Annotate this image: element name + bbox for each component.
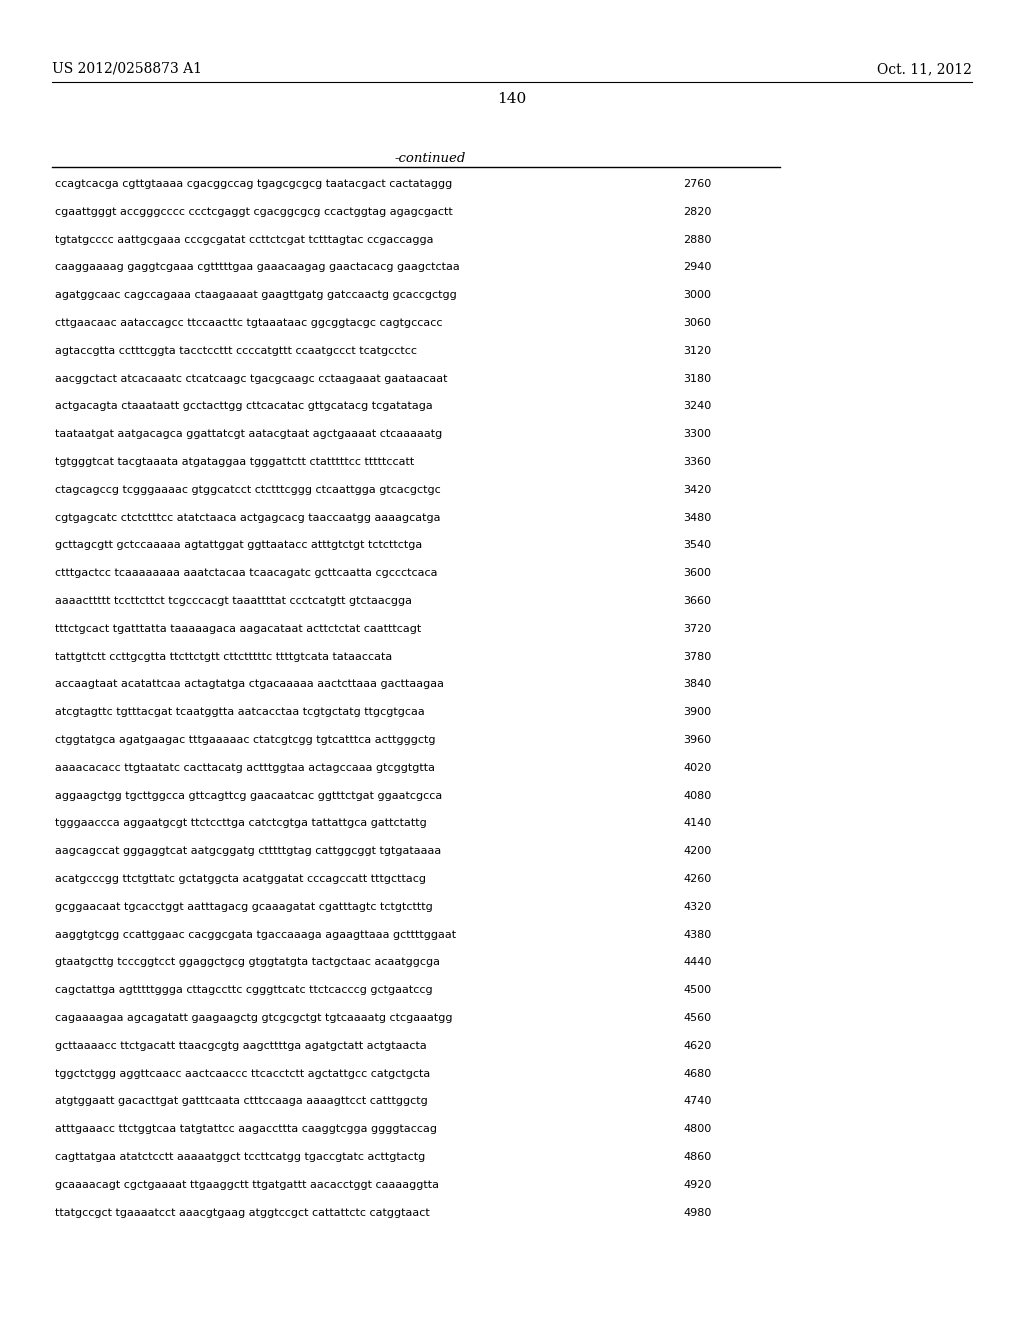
Text: 4080: 4080	[683, 791, 712, 801]
Text: 2880: 2880	[683, 235, 712, 244]
Text: atttgaaacc ttctggtcaa tatgtattcc aagaccttta caaggtcgga ggggtaccag: atttgaaacc ttctggtcaa tatgtattcc aagacct…	[55, 1125, 437, 1134]
Text: ctagcagccg tcgggaaaac gtggcatcct ctctttcggg ctcaattgga gtcacgctgc: ctagcagccg tcgggaaaac gtggcatcct ctctttc…	[55, 484, 440, 495]
Text: ctggtatgca agatgaagac tttgaaaaac ctatcgtcgg tgtcatttca acttgggctg: ctggtatgca agatgaagac tttgaaaaac ctatcgt…	[55, 735, 435, 744]
Text: agatggcaac cagccagaaa ctaagaaaat gaagttgatg gatccaactg gcaccgctgg: agatggcaac cagccagaaa ctaagaaaat gaagttg…	[55, 290, 457, 300]
Text: accaagtaat acatattcaa actagtatga ctgacaaaaa aactcttaaa gacttaagaa: accaagtaat acatattcaa actagtatga ctgacaa…	[55, 680, 444, 689]
Text: cagctattga agtttttggga cttagccttc cgggttcatc ttctcacccg gctgaatccg: cagctattga agtttttggga cttagccttc cgggtt…	[55, 985, 432, 995]
Text: actgacagta ctaaataatt gcctacttgg cttcacatac gttgcatacg tcgatataga: actgacagta ctaaataatt gcctacttgg cttcaca…	[55, 401, 433, 412]
Text: gcttagcgtt gctccaaaaa agtattggat ggttaatacc atttgtctgt tctcttctga: gcttagcgtt gctccaaaaa agtattggat ggttaat…	[55, 540, 422, 550]
Text: taataatgat aatgacagca ggattatcgt aatacgtaat agctgaaaat ctcaaaaatg: taataatgat aatgacagca ggattatcgt aatacgt…	[55, 429, 442, 440]
Text: 3720: 3720	[683, 624, 712, 634]
Text: 4680: 4680	[683, 1069, 712, 1078]
Text: 4320: 4320	[683, 902, 712, 912]
Text: 3900: 3900	[683, 708, 711, 717]
Text: 4140: 4140	[683, 818, 712, 829]
Text: aacggctact atcacaaatc ctcatcaagc tgacgcaagc cctaagaaat gaataacaat: aacggctact atcacaaatc ctcatcaagc tgacgca…	[55, 374, 447, 384]
Text: 2940: 2940	[683, 263, 712, 272]
Text: 4860: 4860	[683, 1152, 712, 1162]
Text: 4200: 4200	[683, 846, 712, 857]
Text: tggctctggg aggttcaacc aactcaaccc ttcacctctt agctattgcc catgctgcta: tggctctggg aggttcaacc aactcaaccc ttcacct…	[55, 1069, 430, 1078]
Text: gtaatgcttg tcccggtcct ggaggctgcg gtggtatgta tactgctaac acaatggcga: gtaatgcttg tcccggtcct ggaggctgcg gtggtat…	[55, 957, 440, 968]
Text: 4620: 4620	[683, 1040, 712, 1051]
Text: 3180: 3180	[683, 374, 711, 384]
Text: atgtggaatt gacacttgat gatttcaata ctttccaaga aaaagttcct catttggctg: atgtggaatt gacacttgat gatttcaata ctttcca…	[55, 1097, 428, 1106]
Text: tgggaaccca aggaatgcgt ttctccttga catctcgtga tattattgca gattctattg: tgggaaccca aggaatgcgt ttctccttga catctcg…	[55, 818, 427, 829]
Text: aaaacttttt tccttcttct tcgcccacgt taaattttat ccctcatgtt gtctaacgga: aaaacttttt tccttcttct tcgcccacgt taaattt…	[55, 597, 412, 606]
Text: 4920: 4920	[683, 1180, 712, 1189]
Text: 3480: 3480	[683, 512, 712, 523]
Text: 3060: 3060	[683, 318, 711, 327]
Text: US 2012/0258873 A1: US 2012/0258873 A1	[52, 62, 202, 77]
Text: 3840: 3840	[683, 680, 712, 689]
Text: 3600: 3600	[683, 568, 711, 578]
Text: gcggaacaat tgcacctggt aatttagacg gcaaagatat cgatttagtc tctgtctttg: gcggaacaat tgcacctggt aatttagacg gcaaaga…	[55, 902, 433, 912]
Text: 3960: 3960	[683, 735, 711, 744]
Text: 4980: 4980	[683, 1208, 712, 1217]
Text: ttatgccgct tgaaaatcct aaacgtgaag atggtccgct cattattctc catggtaact: ttatgccgct tgaaaatcct aaacgtgaag atggtcc…	[55, 1208, 430, 1217]
Text: cttgaacaac aataccagcc ttccaacttc tgtaaataac ggcggtacgc cagtgccacc: cttgaacaac aataccagcc ttccaacttc tgtaaat…	[55, 318, 442, 327]
Text: acatgcccgg ttctgttatc gctatggcta acatggatat cccagccatt tttgcttacg: acatgcccgg ttctgttatc gctatggcta acatgga…	[55, 874, 426, 884]
Text: 4740: 4740	[683, 1097, 712, 1106]
Text: gcaaaacagt cgctgaaaat ttgaaggctt ttgatgattt aacacctggt caaaaggtta: gcaaaacagt cgctgaaaat ttgaaggctt ttgatga…	[55, 1180, 439, 1189]
Text: 2820: 2820	[683, 207, 712, 216]
Text: aaggtgtcgg ccattggaac cacggcgata tgaccaaaga agaagttaaa gcttttggaat: aaggtgtcgg ccattggaac cacggcgata tgaccaa…	[55, 929, 456, 940]
Text: 3300: 3300	[683, 429, 711, 440]
Text: 4260: 4260	[683, 874, 712, 884]
Text: tttctgcact tgatttatta taaaaagaca aagacataat acttctctat caatttcagt: tttctgcact tgatttatta taaaaagaca aagacat…	[55, 624, 421, 634]
Text: tgtgggtcat tacgtaaata atgataggaa tgggattctt ctatttttcc tttttccatt: tgtgggtcat tacgtaaata atgataggaa tgggatt…	[55, 457, 415, 467]
Text: Oct. 11, 2012: Oct. 11, 2012	[878, 62, 972, 77]
Text: cgtgagcatc ctctctttcc atatctaaca actgagcacg taaccaatgg aaaagcatga: cgtgagcatc ctctctttcc atatctaaca actgagc…	[55, 512, 440, 523]
Text: tgtatgcccc aattgcgaaa cccgcgatat ccttctcgat tctttagtac ccgaccagga: tgtatgcccc aattgcgaaa cccgcgatat ccttctc…	[55, 235, 433, 244]
Text: caaggaaaag gaggtcgaaa cgtttttgaa gaaacaagag gaactacacg gaagctctaa: caaggaaaag gaggtcgaaa cgtttttgaa gaaacaa…	[55, 263, 460, 272]
Text: ccagtcacga cgttgtaaaa cgacggccag tgagcgcgcg taatacgact cactataggg: ccagtcacga cgttgtaaaa cgacggccag tgagcgc…	[55, 180, 453, 189]
Text: 3360: 3360	[683, 457, 711, 467]
Text: aaaacacacc ttgtaatatc cacttacatg actttggtaa actagccaaa gtcggtgtta: aaaacacacc ttgtaatatc cacttacatg actttgg…	[55, 763, 435, 772]
Text: 4800: 4800	[683, 1125, 712, 1134]
Text: 4560: 4560	[683, 1012, 711, 1023]
Text: tattgttctt ccttgcgtta ttcttctgtt cttctttttc ttttgtcata tataaccata: tattgttctt ccttgcgtta ttcttctgtt cttcttt…	[55, 652, 392, 661]
Text: cagttatgaa atatctcctt aaaaatggct tccttcatgg tgaccgtatc acttgtactg: cagttatgaa atatctcctt aaaaatggct tccttca…	[55, 1152, 425, 1162]
Text: aggaagctgg tgcttggcca gttcagttcg gaacaatcac ggtttctgat ggaatcgcca: aggaagctgg tgcttggcca gttcagttcg gaacaat…	[55, 791, 442, 801]
Text: 140: 140	[498, 92, 526, 106]
Text: atcgtagttc tgtttacgat tcaatggtta aatcacctaa tcgtgctatg ttgcgtgcaa: atcgtagttc tgtttacgat tcaatggtta aatcacc…	[55, 708, 425, 717]
Text: ctttgactcc tcaaaaaaaa aaatctacaa tcaacagatc gcttcaatta cgccctcaca: ctttgactcc tcaaaaaaaa aaatctacaa tcaacag…	[55, 568, 437, 578]
Text: gcttaaaacc ttctgacatt ttaacgcgtg aagcttttga agatgctatt actgtaacta: gcttaaaacc ttctgacatt ttaacgcgtg aagcttt…	[55, 1040, 427, 1051]
Text: cagaaaagaa agcagatatt gaagaagctg gtcgcgctgt tgtcaaaatg ctcgaaatgg: cagaaaagaa agcagatatt gaagaagctg gtcgcgc…	[55, 1012, 453, 1023]
Text: 3420: 3420	[683, 484, 712, 495]
Text: 4020: 4020	[683, 763, 712, 772]
Text: 2760: 2760	[683, 180, 712, 189]
Text: 3120: 3120	[683, 346, 711, 356]
Text: 3660: 3660	[683, 597, 711, 606]
Text: -continued: -continued	[394, 152, 466, 165]
Text: cgaattgggt accgggcccc ccctcgaggt cgacggcgcg ccactggtag agagcgactt: cgaattgggt accgggcccc ccctcgaggt cgacggc…	[55, 207, 453, 216]
Text: 3780: 3780	[683, 652, 712, 661]
Text: 3240: 3240	[683, 401, 712, 412]
Text: 3000: 3000	[683, 290, 711, 300]
Text: 4380: 4380	[683, 929, 712, 940]
Text: aagcagccat gggaggtcat aatgcggatg ctttttgtag cattggcggt tgtgataaaa: aagcagccat gggaggtcat aatgcggatg ctttttg…	[55, 846, 441, 857]
Text: 4500: 4500	[683, 985, 711, 995]
Text: 3540: 3540	[683, 540, 711, 550]
Text: 4440: 4440	[683, 957, 712, 968]
Text: agtaccgtta cctttcggta tacctccttt ccccatgttt ccaatgccct tcatgcctcc: agtaccgtta cctttcggta tacctccttt ccccatg…	[55, 346, 417, 356]
